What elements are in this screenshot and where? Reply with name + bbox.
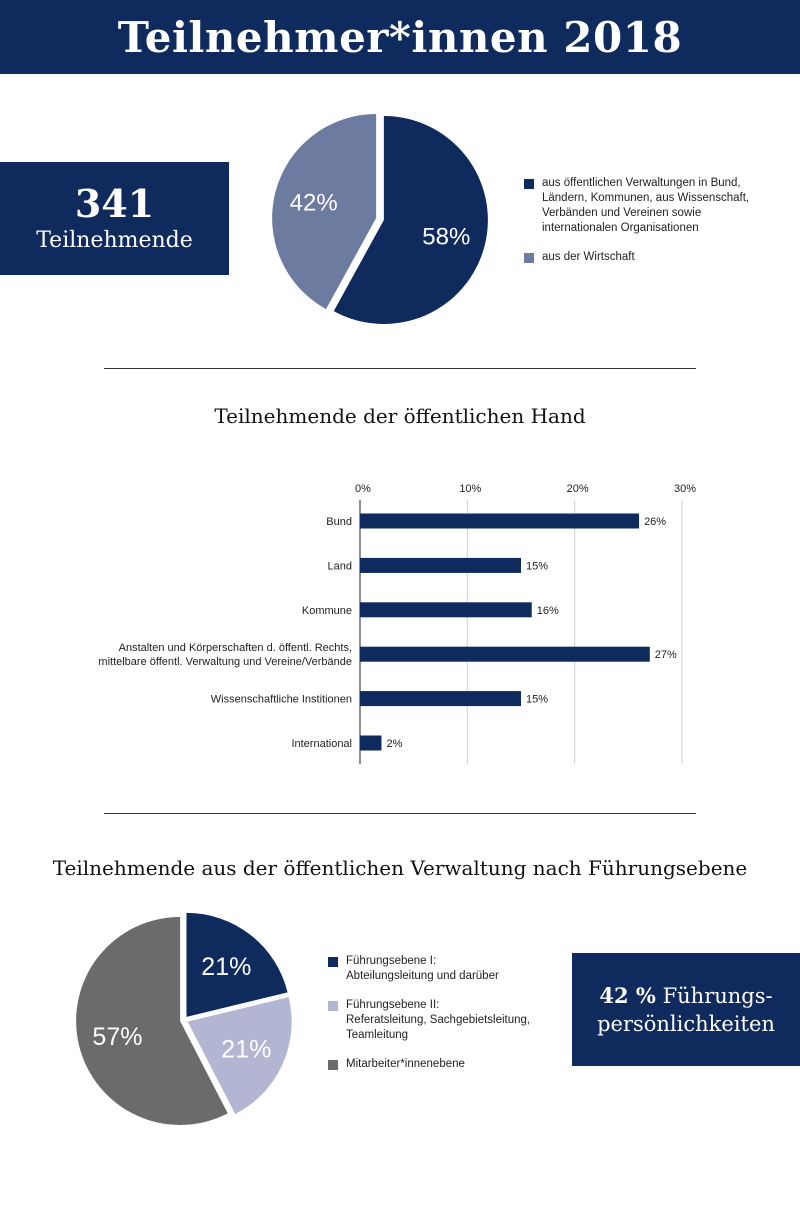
levels-legend-label-2: Führungsebene II: Referatsleitung, Sachge… xyxy=(346,999,531,1041)
total-participants-number: 341 xyxy=(74,180,155,226)
participants-legend-item-1: aus öffentlichen Verwaltungen in Bund, L… xyxy=(524,176,760,236)
leaders-label-line1: Führungs- xyxy=(662,983,773,1008)
participants-legend-label-2: aus der Wirtschaft xyxy=(542,251,635,263)
levels-legend-label-3: Mitarbeiter*innenebene xyxy=(346,1058,465,1070)
levels-legend-label-1: Führungsebene I: Abteilungsleitung und da… xyxy=(346,955,499,982)
bar-chart-public-sector: 0% 10% 20% 30% 26% Bund 15% Land 16% Kommune 27% An… xyxy=(98,483,696,764)
levels-slice-label-3: 57% xyxy=(92,1023,142,1051)
bar-value-label-bund: 26% xyxy=(644,516,666,528)
levels-legend-swatch-2 xyxy=(328,1001,338,1011)
participants-legend-swatch-2 xyxy=(524,253,534,263)
bar-category-label-international: International xyxy=(291,738,352,750)
levels-slice-label-1: 21% xyxy=(201,953,251,981)
levels-legend-item-1: Führungsebene I: Abteilungsleitung und da… xyxy=(328,954,560,984)
bar-anstalten-und-körperschaften-d-öffentl-r xyxy=(360,646,650,662)
bar-wissenschaftliche-institionen xyxy=(360,691,521,707)
bar-chart-title: Teilnehmende der öffentlichen Hand xyxy=(214,404,586,428)
bar-category-label-wissenschaftliche-institionen: Wissenschaftliche Institionen xyxy=(211,694,352,706)
bar-value-label-wissenschaftliche-institionen: 15% xyxy=(526,694,548,706)
bar-category-label-bund: Bund xyxy=(326,516,352,528)
participants-slice-2 xyxy=(272,114,377,310)
leaders-percentage: 42 % xyxy=(599,982,656,1008)
leaders-highlight-box: 42 % Führungs- persönlichkeiten xyxy=(572,953,800,1066)
bar-kommune xyxy=(360,602,532,618)
bar-category-label-anstalten-und-körperschaften-d-öffentl-r-line1: Anstalten und Körperschaften d. öffentl.… xyxy=(119,642,352,654)
section-divider xyxy=(104,368,696,369)
bar-bund xyxy=(360,513,640,529)
bar-xtick-label-20: 20% xyxy=(567,483,589,495)
levels-legend-item-3: Mitarbeiter*innenebene xyxy=(328,1057,560,1072)
total-participants-label: Teilnehmende xyxy=(36,227,193,253)
participants-legend-label-1: aus öffentlichen Verwaltungen in Bund, L… xyxy=(542,177,750,234)
levels-slice-2 xyxy=(187,997,292,1115)
levels-slice-1 xyxy=(186,912,288,1017)
bar-xtick-label-10: 10% xyxy=(459,483,481,495)
bar-value-label-international: 2% xyxy=(386,738,402,750)
page-title: Teilnehmer*innen 2018 xyxy=(117,12,683,62)
page-header: Teilnehmer*innen 2018 xyxy=(0,0,800,74)
participants-legend-item-2: aus der Wirtschaft xyxy=(524,250,760,265)
bar-category-label-kommune: Kommune xyxy=(302,605,352,617)
bar-category-label-anstalten-und-körperschaften-d-öffentl-r-line2: mittelbare öffentl. Verwaltung und Verei… xyxy=(98,656,352,668)
pie-chart-participants: 58% 42% xyxy=(272,114,488,324)
bar-land xyxy=(360,557,521,573)
participants-slice-label-2: 42% xyxy=(290,190,338,217)
levels-slice-label-2: 21% xyxy=(221,1035,271,1063)
participants-slice-label-1: 58% xyxy=(422,224,470,251)
pie-chart-leadership-levels: 21% 21% 57% xyxy=(76,912,292,1125)
bar-xtick-label-0: 0% xyxy=(355,483,371,495)
bar-value-label-anstalten-und-körperschaften-d-öffentl-r: 27% xyxy=(655,649,677,661)
levels-legend-item-2: Führungsebene II: Referatsleitung, Sachge… xyxy=(328,998,560,1043)
participants-slice-1 xyxy=(333,115,488,324)
levels-slice-3 xyxy=(76,916,228,1125)
section-divider xyxy=(104,813,696,814)
bar-category-label-land: Land xyxy=(328,560,352,572)
levels-legend-swatch-1 xyxy=(328,957,338,967)
total-participants-box: 341 Teilnehmende xyxy=(0,162,229,275)
pie-legend-participants: aus öffentlichen Verwaltungen in Bund, L… xyxy=(524,176,760,279)
leaders-label-line2: persönlichkeiten xyxy=(597,1011,775,1036)
bar-international xyxy=(360,735,382,751)
bar-value-label-kommune: 16% xyxy=(537,605,559,617)
pie-chart-levels-title: Teilnehmende aus der öffentlichen Verwal… xyxy=(52,856,748,880)
participants-legend-swatch-1 xyxy=(524,179,534,189)
pie-legend-leadership-levels: Führungsebene I: Abteilungsleitung und da… xyxy=(328,954,560,1086)
bar-value-label-land: 15% xyxy=(526,560,548,572)
levels-legend-swatch-3 xyxy=(328,1060,338,1070)
bar-xtick-label-30: 30% xyxy=(674,483,696,495)
